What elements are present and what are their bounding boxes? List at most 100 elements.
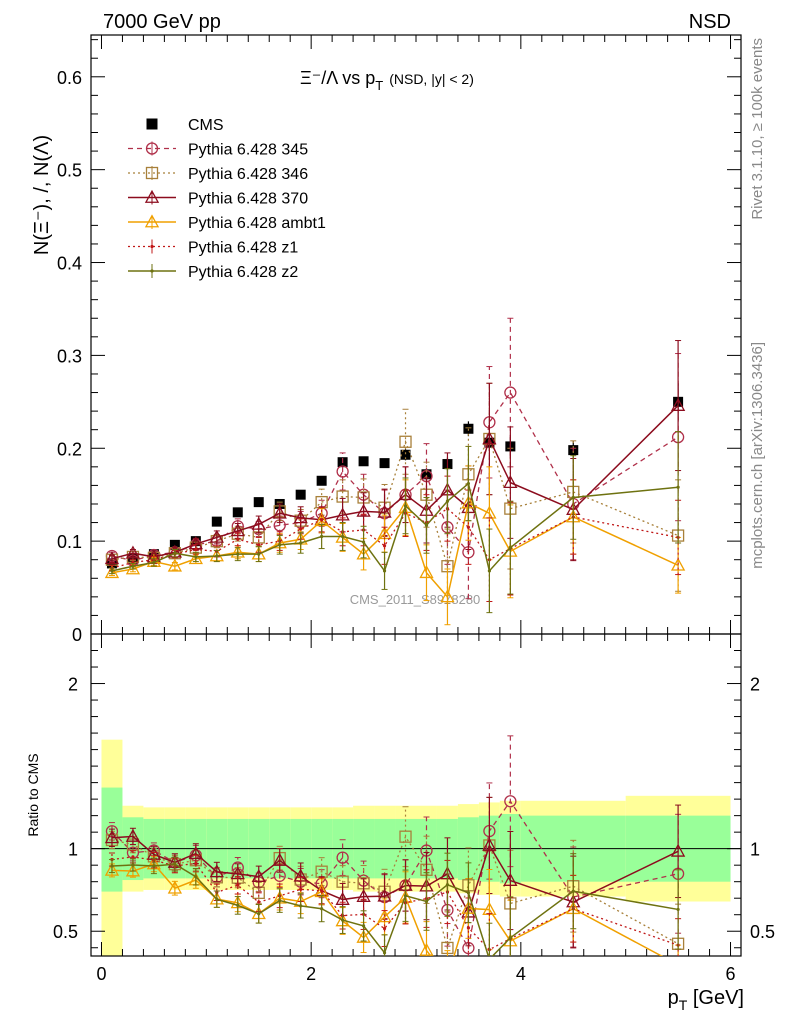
ratio-line-p346	[111, 835, 679, 951]
ratio-point-ambt1	[104, 862, 120, 876]
ratio-point-p370	[670, 843, 686, 857]
legend: CMS Pythia 6.428 345 Pythia 6.428 346 Pythi…	[128, 117, 326, 281]
legend-marker	[150, 269, 154, 273]
ratio-point-p345	[336, 851, 349, 864]
point-z2	[676, 485, 680, 489]
legend-marker	[145, 142, 159, 155]
point-z1	[194, 547, 198, 552]
point-p370	[670, 397, 686, 411]
legend-entry-p346: Pythia 6.428 346	[128, 166, 308, 183]
ratio-point-p345	[504, 795, 517, 808]
ratio-point-z2	[424, 899, 429, 904]
series-line-z1	[111, 507, 679, 569]
ratio-point-p370	[482, 837, 497, 851]
point-z2	[571, 495, 575, 500]
ratio-point-ambt1	[441, 971, 453, 982]
ratio-line-ambt1	[111, 863, 664, 956]
ratio-point-z1	[236, 883, 240, 887]
y-tick-label: 0.3	[57, 346, 82, 366]
y-tick-label: 0.2	[57, 439, 82, 459]
series-p346	[105, 382, 685, 604]
series-line-z2	[111, 482, 679, 573]
legend-entry-ambt1: Pythia 6.428 ambt1	[128, 214, 326, 232]
ratio-point-z2	[299, 904, 303, 908]
ratio-point-z1	[194, 861, 198, 866]
ratio-point-z2	[488, 958, 491, 961]
point-z2	[508, 546, 512, 550]
ratio-y-tick-label: 1	[68, 840, 78, 860]
point-z2	[299, 541, 303, 545]
axis-ticks: 0 2 4 6 0 0.1 0.2 0.3 0.4 0.5 0.6 0.5 0.5 1 1 2 2	[53, 35, 775, 984]
point-p370	[251, 516, 266, 530]
ratio-y-tick-label-right: 2	[750, 675, 760, 695]
ratio-point-p370	[335, 891, 350, 905]
series-line-ambt1	[111, 501, 679, 599]
point-ambt1	[104, 565, 120, 579]
ratio-point-z2	[445, 883, 450, 887]
y-tick-label: 0.6	[57, 68, 82, 88]
point-p346	[399, 435, 412, 448]
ratio-y-tick-label: 0.5	[53, 922, 78, 942]
point-ambt1	[167, 558, 183, 572]
point-p370	[356, 503, 371, 517]
ratio-point-ambt1	[167, 880, 183, 894]
point-p370	[104, 551, 120, 565]
ratio-line-p370	[111, 835, 679, 915]
mcplots-label: mcplots.cern.ch [arXiv:1306.3436]	[749, 342, 766, 569]
ratio-point-z2	[152, 864, 156, 868]
point-z2	[173, 551, 177, 555]
x-tick-label: 6	[726, 964, 736, 984]
point-z2	[110, 569, 114, 573]
ratio-point-z2	[676, 907, 680, 912]
ratio-line-z1	[111, 856, 679, 951]
ratio-point-z2	[131, 863, 135, 867]
legend-marker	[150, 244, 154, 249]
point-z1	[466, 525, 471, 529]
y-tick-label: 0.4	[57, 254, 82, 274]
point-z2	[194, 555, 198, 559]
point-ambt1	[356, 546, 371, 560]
point-z2	[215, 554, 219, 558]
ratio-point-ambt1	[672, 959, 684, 970]
series-z2	[108, 431, 682, 614]
legend-marker	[144, 214, 160, 228]
point-z2	[257, 552, 261, 556]
ratio-point-ambt1	[377, 909, 392, 923]
data-point-cms	[421, 469, 432, 480]
legend-label: Pythia 6.428 345	[188, 142, 308, 159]
ratio-y-tick-label: 2	[68, 675, 78, 695]
header-right: NSD	[689, 11, 731, 33]
x-tick-label: 2	[306, 964, 316, 984]
x-tick-label: 0	[96, 964, 106, 984]
title-note: (NSD, |y| < 2)	[389, 71, 474, 87]
point-p370	[482, 431, 497, 445]
y-axis-label: N(Ξ⁻), /, N(Λ)	[31, 135, 53, 255]
point-z1	[320, 518, 324, 522]
legend-entry-p345: Pythia 6.428 345	[128, 141, 308, 159]
legend-marker	[144, 189, 160, 203]
point-z2	[487, 569, 491, 573]
watermark: CMS_2011_S8978280	[350, 592, 481, 607]
ratio-point-ambt1	[356, 929, 371, 943]
point-p345	[504, 386, 517, 399]
point-z1	[257, 543, 261, 547]
ratio-y-tick-label-right: 1	[750, 840, 760, 860]
point-ambt1	[419, 565, 434, 579]
x-tick-label: 4	[516, 964, 526, 984]
point-z2	[278, 543, 282, 547]
data-point-cms	[211, 516, 222, 527]
point-z2	[131, 564, 135, 568]
point-z2	[445, 499, 450, 503]
legend-label: CMS	[188, 117, 224, 134]
title-sub: T	[375, 78, 383, 93]
point-z2	[382, 569, 387, 573]
ratio-point-z1	[320, 889, 324, 893]
point-p370	[503, 474, 518, 489]
point-z2	[152, 560, 156, 565]
ratio-point-z2	[403, 894, 408, 898]
legend-label: Pythia 6.428 z2	[188, 264, 298, 281]
ratio-point-z2	[508, 936, 512, 940]
data-point-cms	[316, 475, 327, 486]
ratio-point-z1	[466, 926, 471, 930]
